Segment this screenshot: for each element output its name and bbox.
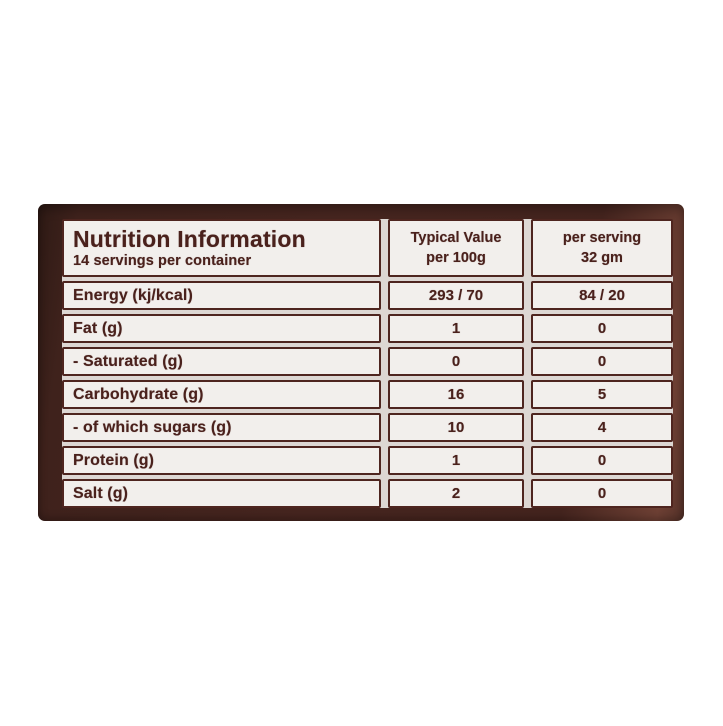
nutrition-table: Nutrition Information 14 servings per co…: [62, 219, 673, 508]
nutrition-title: Nutrition Information: [73, 226, 306, 253]
row-protein-label: Protein (g): [62, 446, 381, 475]
row-sugars-label: - of which sugars (g): [62, 413, 381, 442]
column-header-per-serving: per serving 32 gm: [531, 219, 673, 277]
row-salt-perserving: 0: [531, 479, 673, 508]
column-header-per-serving-line2: 32 gm: [581, 250, 623, 266]
row-fat-label: Fat (g): [62, 314, 381, 343]
column-header-per-100g: Typical Value per 100g: [388, 219, 524, 277]
row-sugars-perserving: 4: [531, 413, 673, 442]
table-header-main: Nutrition Information 14 servings per co…: [62, 219, 381, 277]
row-energy-per100g: 293 / 70: [388, 281, 524, 310]
row-fat-per100g: 1: [388, 314, 524, 343]
row-fat-perserving: 0: [531, 314, 673, 343]
row-energy-label: Energy (kj/kcal): [62, 281, 381, 310]
row-sugars-per100g: 10: [388, 413, 524, 442]
row-carbohydrate-label: Carbohydrate (g): [62, 380, 381, 409]
row-saturated-label: - Saturated (g): [62, 347, 381, 376]
row-protein-perserving: 0: [531, 446, 673, 475]
column-header-per-100g-line2: per 100g: [426, 250, 486, 266]
servings-per-container: 14 servings per container: [73, 252, 252, 269]
row-carbohydrate-perserving: 5: [531, 380, 673, 409]
row-protein-per100g: 1: [388, 446, 524, 475]
row-saturated-per100g: 0: [388, 347, 524, 376]
row-energy-perserving: 84 / 20: [531, 281, 673, 310]
row-salt-per100g: 2: [388, 479, 524, 508]
row-saturated-perserving: 0: [531, 347, 673, 376]
column-header-per-100g-line1: Typical Value: [410, 229, 502, 246]
column-header-per-serving-line1: per serving: [562, 229, 642, 246]
row-salt-label: Salt (g): [62, 479, 381, 508]
package-panel: Nutrition Information 14 servings per co…: [38, 204, 684, 521]
row-carbohydrate-per100g: 16: [388, 380, 524, 409]
